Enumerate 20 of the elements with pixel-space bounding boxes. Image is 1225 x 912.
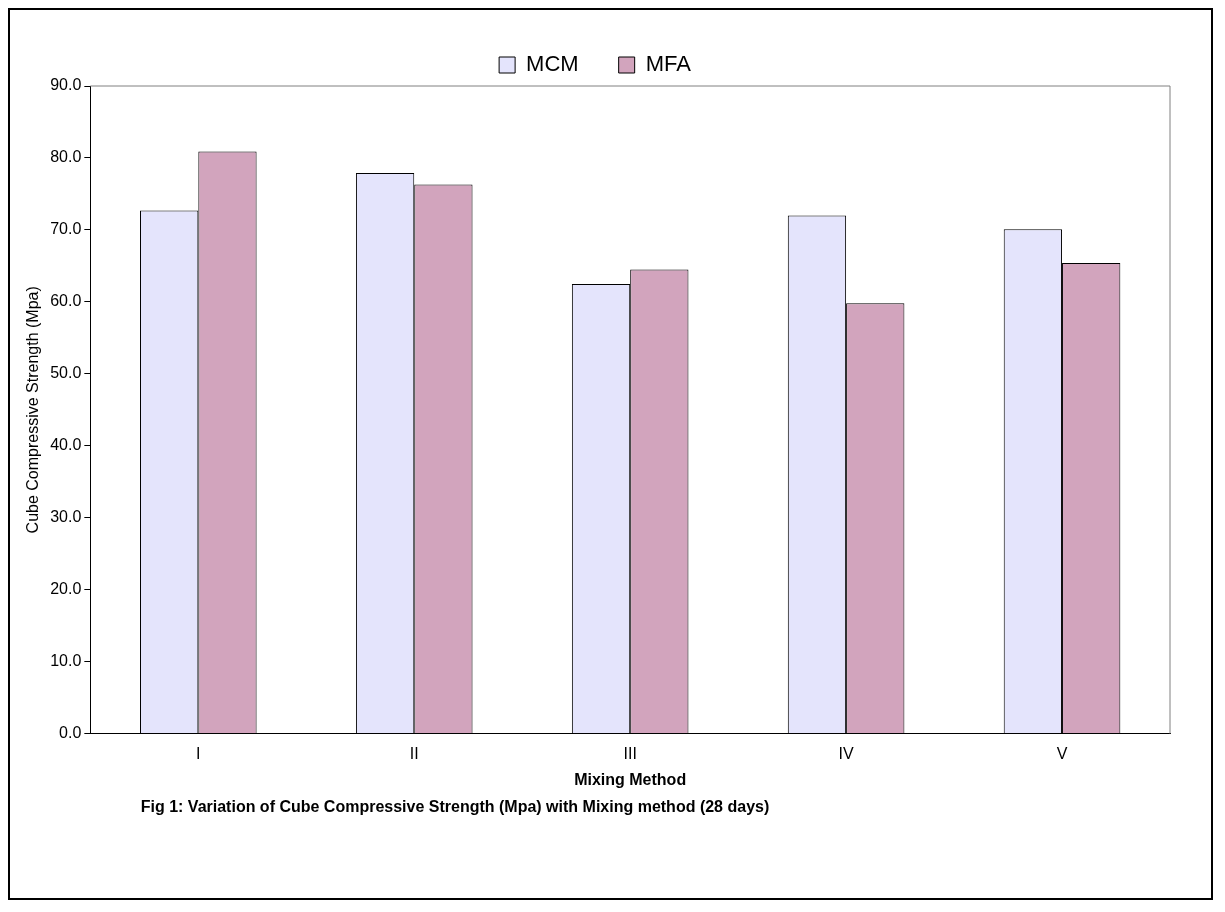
y-tick-label: 10.0 [50, 652, 82, 670]
x-tick-label: V [1056, 744, 1068, 762]
x-tick-label: II [409, 744, 419, 762]
text: Fig 1: Variation of Cube Compressive Strength (Mpa) with Mixing method (28 days) [139, 797, 771, 817]
legend-label: MCM [526, 51, 579, 77]
x-tick-label: III [623, 744, 637, 762]
y-tick-label: 60.0 [50, 292, 82, 310]
x-axis-title: Mixing Method [574, 770, 687, 788]
y-tick-label: 40.0 [50, 436, 82, 454]
x-tick-label: IV [838, 744, 854, 762]
y-tick-label: 30.0 [50, 508, 82, 526]
y-tick-label: 20.0 [50, 580, 82, 598]
x-tick-label: I [196, 744, 201, 762]
y-tick-label: 50.0 [50, 364, 82, 382]
y-tick-label: 90.0 [50, 76, 82, 94]
legend-label: MFA [645, 51, 692, 77]
y-tick-label: 0.0 [59, 724, 82, 742]
y-axis-title: Cube Compressive Strength (Mpa) [24, 286, 42, 534]
y-tick-label: 70.0 [50, 220, 82, 238]
y-tick-label: 80.0 [50, 148, 82, 166]
